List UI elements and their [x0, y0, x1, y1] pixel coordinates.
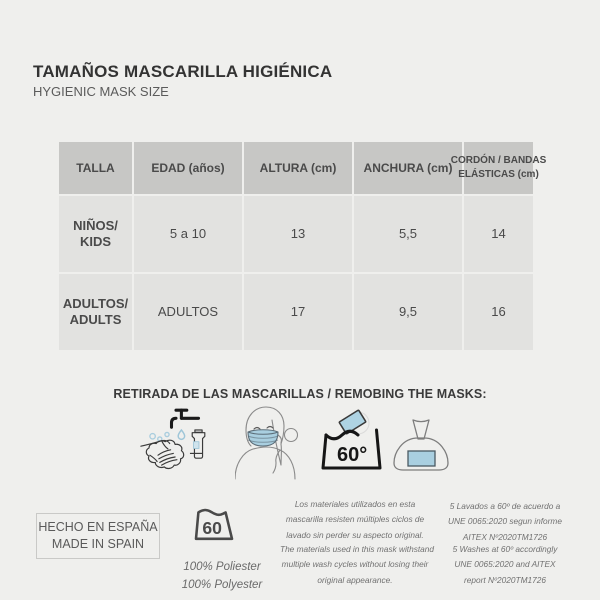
svg-text:60°: 60°: [337, 444, 367, 466]
svg-text:60: 60: [202, 518, 222, 538]
